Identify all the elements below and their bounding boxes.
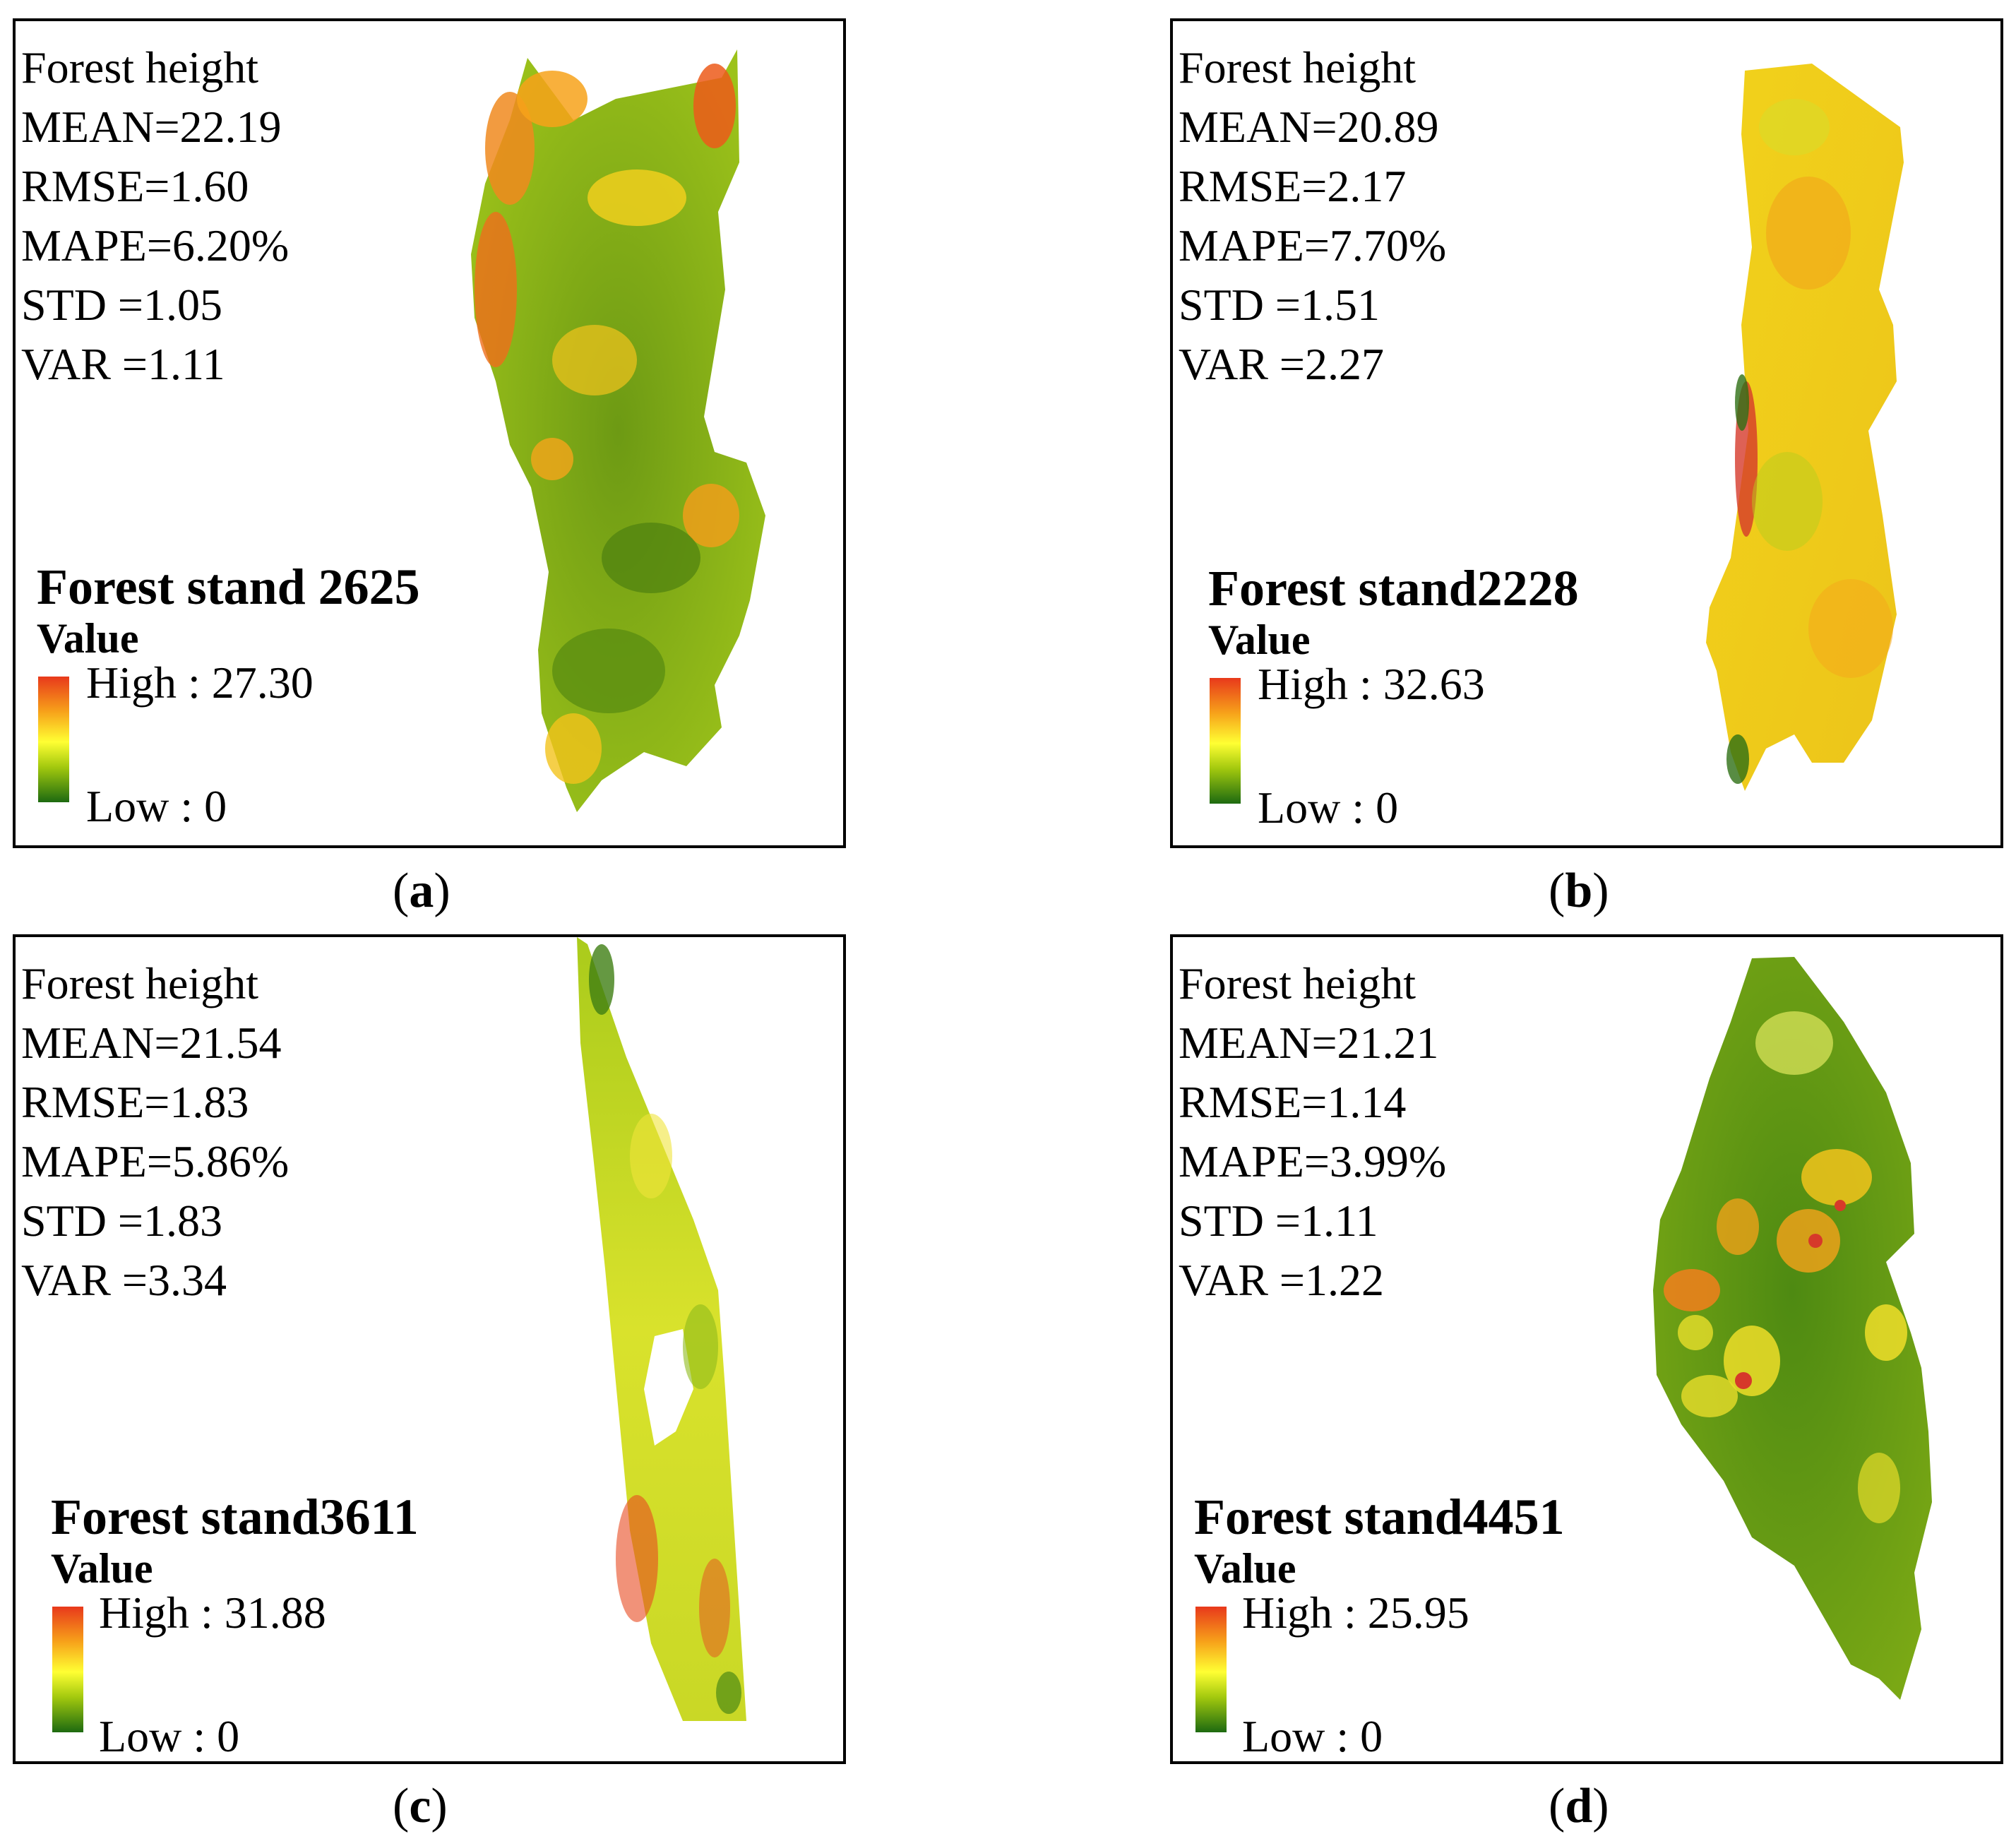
stand-shape-c <box>577 937 746 1721</box>
map-panel-b: Forest height MEAN=20.89 RMSE=2.17 MAPE=… <box>1170 18 2003 848</box>
caption-open-b: ( <box>1549 864 1565 918</box>
stat-mean-b: MEAN=20.89 <box>1179 102 1439 152</box>
map-title-a: Forest height <box>21 42 258 93</box>
legend-high-b: High : 32.63 <box>1258 659 1485 709</box>
stat-mape-b: MAPE=7.70% <box>1179 220 1447 270</box>
legend-low-b: Low : 0 <box>1258 782 1399 833</box>
stats-block-c: Forest height MEAN=21.54 RMSE=1.83 MAPE=… <box>21 954 289 1310</box>
map-panel-c: Forest height MEAN=21.54 RMSE=1.83 MAPE=… <box>13 934 846 1764</box>
stand-shape-b <box>1706 64 1904 791</box>
stat-var-c: VAR =3.34 <box>21 1255 227 1305</box>
hotspots-a <box>475 64 739 784</box>
caption-letter-c: c <box>409 1779 431 1833</box>
caption-d: (d) <box>1549 1778 1609 1835</box>
legend-value-title-d: Value <box>1194 1545 1296 1592</box>
caption-close-d: ) <box>1592 1779 1609 1833</box>
stat-mape-a: MAPE=6.20% <box>21 220 290 270</box>
stand-label-a: Forest stand 2625 <box>37 559 420 615</box>
color-ramp-c <box>52 1607 83 1732</box>
color-ramp-b <box>1210 678 1241 804</box>
stat-std-b: STD =1.51 <box>1179 280 1380 330</box>
stand-shape-a <box>471 49 765 812</box>
stat-rmse-d: RMSE=1.14 <box>1179 1077 1407 1127</box>
caption-letter-a: a <box>409 864 434 918</box>
legend-high-c: High : 31.88 <box>99 1588 326 1638</box>
legend-low-a: Low : 0 <box>86 781 227 831</box>
stat-mean-d: MEAN=21.21 <box>1179 1018 1439 1068</box>
stat-std-d: STD =1.11 <box>1179 1196 1378 1246</box>
caption-close-a: ) <box>434 864 451 918</box>
map-panel-a: Forest height MEAN=22.19 RMSE=1.60 MAPE=… <box>13 18 846 848</box>
caption-open-a: ( <box>393 864 410 918</box>
caption-letter-b: b <box>1565 864 1593 918</box>
hotspots-c <box>589 944 741 1714</box>
caption-b: (b) <box>1549 863 1609 919</box>
legend-high-a: High : 27.30 <box>86 657 314 708</box>
caption-a: (a) <box>393 863 451 919</box>
stats-block-b: Forest height MEAN=20.89 RMSE=2.17 MAPE=… <box>1179 38 1446 394</box>
stand-label-d: Forest stand4451 <box>1194 1489 1565 1545</box>
stat-mean-c: MEAN=21.54 <box>21 1018 282 1068</box>
forest-height-map-a <box>471 49 765 812</box>
stat-var-a: VAR =1.11 <box>21 339 225 389</box>
forest-height-map-d <box>1653 957 1932 1700</box>
legend-low-d: Low : 0 <box>1242 1711 1383 1761</box>
legend-value-title-c: Value <box>51 1545 153 1592</box>
stand-label-b: Forest stand2228 <box>1208 560 1579 617</box>
legend-low-c: Low : 0 <box>99 1711 240 1761</box>
stand-shape-d <box>1653 957 1932 1700</box>
caption-c: (c) <box>393 1778 448 1835</box>
map-panel-d: Forest height MEAN=21.21 RMSE=1.14 MAPE=… <box>1170 934 2003 1764</box>
legend-value-title-a: Value <box>37 615 139 662</box>
caption-close-c: ) <box>431 1779 448 1833</box>
stats-block-a: Forest height MEAN=22.19 RMSE=1.60 MAPE=… <box>21 38 289 394</box>
caption-letter-d: d <box>1565 1779 1593 1833</box>
color-ramp-d <box>1195 1607 1227 1732</box>
forest-height-map-c <box>577 937 746 1721</box>
stats-block-d: Forest height MEAN=21.21 RMSE=1.14 MAPE=… <box>1179 954 1446 1310</box>
map-title-c: Forest height <box>21 958 258 1008</box>
legend-value-title-b: Value <box>1208 617 1311 663</box>
stat-mape-c: MAPE=5.86% <box>21 1136 290 1186</box>
stat-rmse-b: RMSE=2.17 <box>1179 161 1407 211</box>
hotspots-d <box>1664 1011 1907 1523</box>
stat-var-d: VAR =1.22 <box>1179 1255 1384 1305</box>
stat-std-a: STD =1.05 <box>21 280 222 330</box>
stand-label-c: Forest stand3611 <box>51 1489 419 1545</box>
caption-open-d: ( <box>1549 1779 1565 1833</box>
caption-close-b: ) <box>1592 864 1609 918</box>
stat-var-b: VAR =2.27 <box>1179 339 1384 389</box>
forest-height-map-b <box>1706 64 1904 791</box>
stat-rmse-a: RMSE=1.60 <box>21 161 249 211</box>
color-ramp-a <box>38 677 69 802</box>
hotspots-b <box>1726 99 1893 784</box>
gap-c <box>644 1329 693 1446</box>
map-title-d: Forest height <box>1179 958 1416 1008</box>
stat-rmse-c: RMSE=1.83 <box>21 1077 249 1127</box>
map-title-b: Forest height <box>1179 42 1416 93</box>
stat-mean-a: MEAN=22.19 <box>21 102 282 152</box>
legend-high-d: High : 25.95 <box>1242 1588 1469 1638</box>
stat-std-c: STD =1.83 <box>21 1196 222 1246</box>
stat-mape-d: MAPE=3.99% <box>1179 1136 1447 1186</box>
caption-open-c: ( <box>393 1779 410 1833</box>
